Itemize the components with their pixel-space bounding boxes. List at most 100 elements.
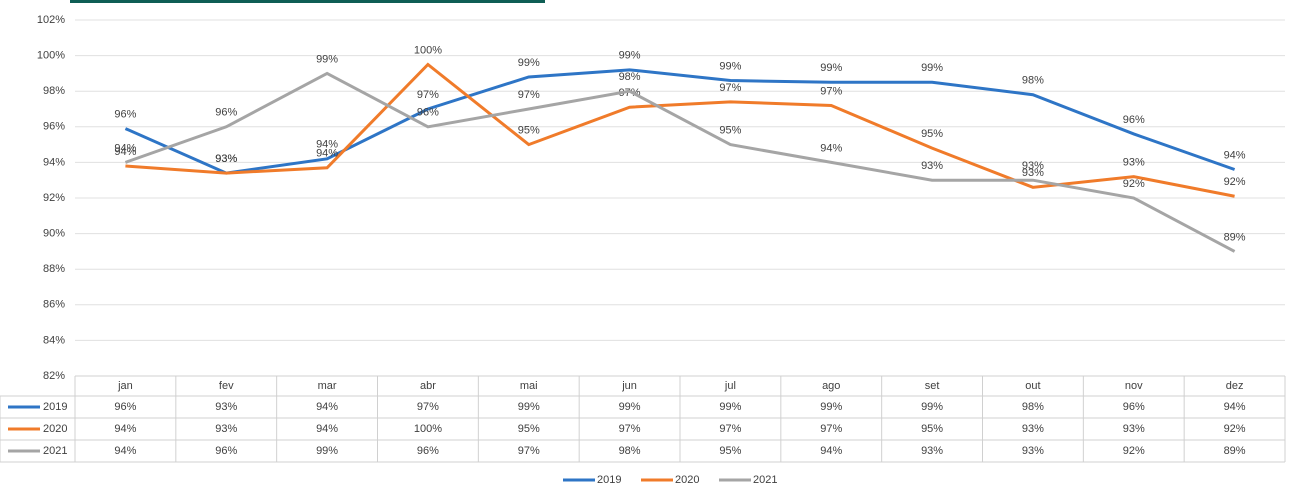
table-cell: 93% — [1123, 423, 1145, 435]
y-tick-label: 90% — [43, 228, 65, 240]
data-label: 97% — [417, 89, 439, 101]
data-label: 94% — [316, 148, 338, 160]
table-series-name: 2021 — [43, 445, 67, 457]
table-cell: 94% — [114, 423, 136, 435]
y-tick-label: 94% — [43, 156, 65, 168]
table-cell: 96% — [215, 445, 237, 457]
table-cell: 99% — [921, 401, 943, 413]
data-label: 97% — [820, 85, 842, 97]
legend-label: 2020 — [675, 474, 699, 486]
data-label: 98% — [1022, 75, 1044, 87]
table-series-name: 2019 — [43, 401, 67, 413]
table-cell: 94% — [316, 423, 338, 435]
table-cell: 99% — [619, 401, 641, 413]
table-cell: 93% — [921, 445, 943, 457]
table-cell: 97% — [719, 423, 741, 435]
table-cell: 89% — [1224, 445, 1246, 457]
data-label: 99% — [619, 50, 641, 62]
y-tick-label: 96% — [43, 121, 65, 133]
data-label: 94% — [1224, 149, 1246, 161]
data-label: 93% — [921, 160, 943, 172]
data-label: 97% — [518, 89, 540, 101]
table-cell: 95% — [719, 445, 741, 457]
data-label: 89% — [1224, 231, 1246, 243]
x-tick-label: jun — [621, 380, 637, 392]
table-cell: 99% — [820, 401, 842, 413]
table-cell: 99% — [518, 401, 540, 413]
series-line — [124, 71, 1236, 253]
table-cell: 95% — [921, 423, 943, 435]
table-cell: 94% — [114, 445, 136, 457]
legend-label: 2021 — [753, 474, 777, 486]
y-tick-label: 102% — [37, 14, 65, 26]
data-label: 93% — [215, 153, 237, 165]
table-cell: 93% — [215, 423, 237, 435]
data-label: 99% — [518, 57, 540, 69]
data-label: 99% — [921, 62, 943, 74]
table-cell: 97% — [417, 401, 439, 413]
data-label: 92% — [1123, 178, 1145, 190]
data-label: 96% — [114, 108, 136, 120]
x-tick-label: mar — [318, 380, 337, 392]
header-strip — [70, 0, 545, 3]
table-cell: 100% — [414, 423, 442, 435]
series-line — [125, 62, 1235, 198]
y-tick-label: 84% — [43, 334, 65, 346]
x-tick-label: dez — [1226, 380, 1244, 392]
data-label: 99% — [719, 60, 741, 72]
table-cell: 93% — [215, 401, 237, 413]
data-label: 95% — [518, 125, 540, 137]
data-label: 97% — [719, 82, 741, 94]
table-cell: 93% — [1022, 445, 1044, 457]
data-label: 96% — [215, 107, 237, 119]
data-label: 94% — [820, 142, 842, 154]
table-cell: 97% — [619, 423, 641, 435]
table-cell: 99% — [316, 445, 338, 457]
table-series-name: 2020 — [43, 423, 67, 435]
y-tick-label: 88% — [43, 263, 65, 275]
table-cell: 93% — [1022, 423, 1044, 435]
x-tick-label: fev — [219, 380, 234, 392]
x-tick-label: out — [1025, 380, 1040, 392]
data-label: 95% — [921, 128, 943, 140]
x-tick-label: ago — [822, 380, 840, 392]
y-tick-label: 86% — [43, 299, 65, 311]
table-cell: 99% — [719, 401, 741, 413]
table-cell: 98% — [619, 445, 641, 457]
y-tick-label: 82% — [43, 370, 65, 382]
data-label: 93% — [1123, 157, 1145, 169]
table-cell: 94% — [1224, 401, 1246, 413]
table-cell: 97% — [518, 445, 540, 457]
data-label: 92% — [1224, 176, 1246, 188]
data-label: 100% — [414, 44, 442, 56]
x-tick-label: mai — [520, 380, 538, 392]
x-tick-label: set — [925, 380, 940, 392]
data-label: 99% — [820, 62, 842, 74]
series-line — [124, 68, 1236, 175]
data-label: 98% — [619, 71, 641, 83]
table-cell: 92% — [1123, 445, 1145, 457]
table-cell: 94% — [316, 401, 338, 413]
legend-label: 2019 — [597, 474, 621, 486]
table-cell: 96% — [417, 445, 439, 457]
data-label: 96% — [417, 107, 439, 119]
x-tick-label: jul — [724, 380, 736, 392]
y-tick-label: 100% — [37, 50, 65, 62]
data-label: 93% — [1022, 167, 1044, 179]
table-cell: 96% — [1123, 401, 1145, 413]
x-tick-label: jan — [117, 380, 133, 392]
table-cell: 94% — [820, 445, 842, 457]
data-label: 95% — [719, 125, 741, 137]
table-cell: 96% — [114, 401, 136, 413]
data-label: 94% — [114, 146, 136, 158]
data-label: 93% — [215, 153, 237, 165]
data-label: 93% — [1022, 160, 1044, 172]
data-label: 94% — [316, 139, 338, 151]
x-tick-label: nov — [1125, 380, 1143, 392]
table-cell: 98% — [1022, 401, 1044, 413]
y-tick-label: 92% — [43, 192, 65, 204]
table-cell: 97% — [820, 423, 842, 435]
table-cell: 95% — [518, 423, 540, 435]
data-label: 94% — [114, 142, 136, 154]
